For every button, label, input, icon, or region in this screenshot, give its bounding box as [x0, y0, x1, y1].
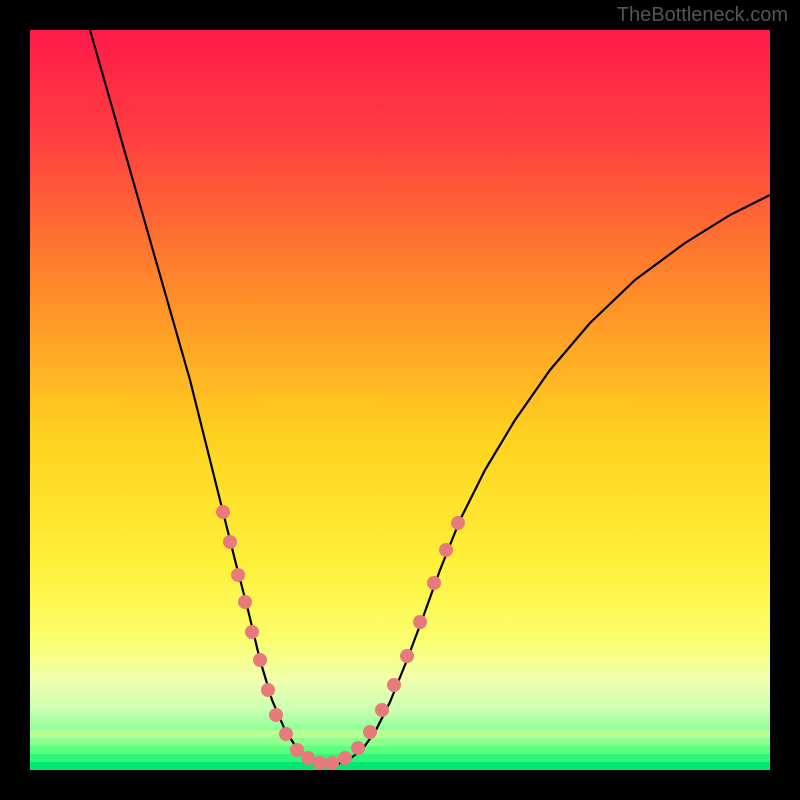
- data-marker: [413, 615, 427, 629]
- bottleneck-curve: [90, 30, 770, 765]
- data-marker: [313, 756, 327, 770]
- data-marker: [375, 703, 389, 717]
- data-marker: [439, 543, 453, 557]
- data-marker: [427, 576, 441, 590]
- marker-group: [216, 505, 465, 770]
- data-marker: [245, 625, 259, 639]
- data-marker: [400, 649, 414, 663]
- data-marker: [238, 595, 252, 609]
- curve-layer: [30, 30, 770, 770]
- data-marker: [451, 516, 465, 530]
- data-marker: [363, 725, 377, 739]
- data-marker: [261, 683, 275, 697]
- plot-area: [30, 30, 770, 770]
- data-marker: [351, 741, 365, 755]
- watermark-text: TheBottleneck.com: [617, 4, 788, 27]
- data-marker: [301, 751, 315, 765]
- data-marker: [325, 756, 339, 770]
- data-marker: [216, 505, 230, 519]
- data-marker: [253, 653, 267, 667]
- data-marker: [387, 678, 401, 692]
- data-marker: [279, 727, 293, 741]
- data-marker: [223, 535, 237, 549]
- data-marker: [231, 568, 245, 582]
- data-marker: [269, 708, 283, 722]
- data-marker: [338, 751, 352, 765]
